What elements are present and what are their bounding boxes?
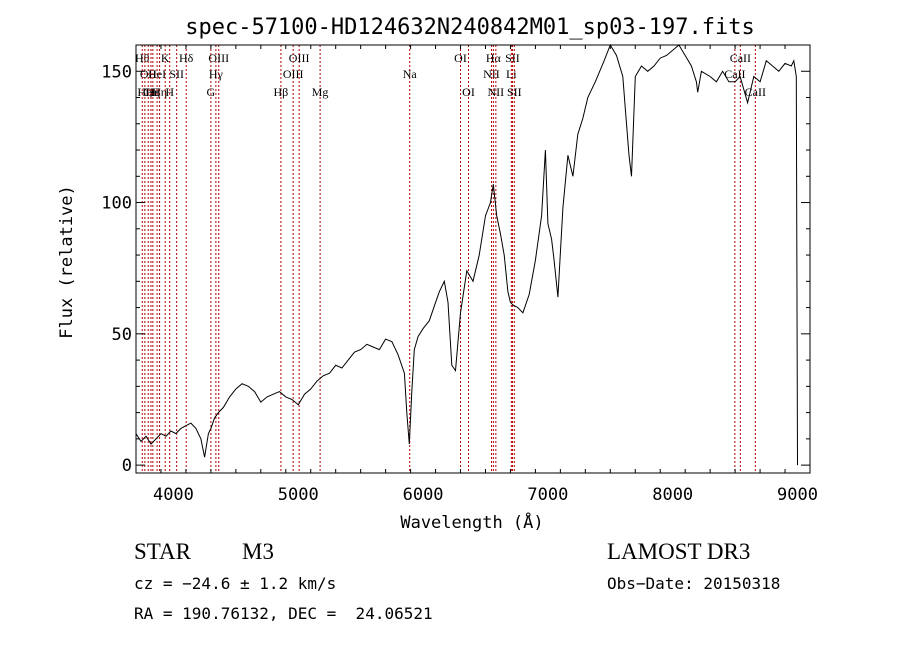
spectral-line-label: SII [507, 85, 522, 99]
flux-series-line [135, 43, 798, 466]
survey-name: LAMOST DR3 [607, 539, 751, 564]
spectral-line-label: CaII [745, 85, 766, 99]
object-class: STAR [134, 539, 191, 564]
spectral-line-label: NII [483, 67, 500, 81]
spectral-line-label: HeI [148, 67, 166, 81]
spectral-line-label: OIII [208, 51, 229, 65]
y-tick-label: 0 [122, 456, 132, 476]
y-axis-label: Flux (relative) [57, 185, 77, 339]
spectral-line-label: OI [462, 85, 475, 99]
x-axis-label: Wavelength (Å) [400, 511, 543, 533]
y-tick-label: 100 [101, 194, 132, 214]
spectral-line-label: Hη [145, 85, 160, 99]
spectral-line-label: Hγ [209, 67, 224, 81]
spectral-line-label: SII [505, 51, 520, 65]
redshift-velocity: cz = −24.6 ± 1.2 km/s [134, 574, 337, 593]
spectral-line-label: H [165, 85, 174, 99]
y-tick-label: 150 [101, 62, 132, 82]
spectral-line-label: Hβ [274, 85, 289, 99]
spectral-line-label: Hη [152, 85, 167, 99]
x-tick-label: 9000 [777, 485, 818, 505]
observation-date: Obs−Date: 20150318 [607, 574, 781, 593]
spectral-line-label: Hδ [179, 51, 194, 65]
spectral-line-label: K [161, 51, 170, 65]
x-tick-label: 8000 [652, 485, 693, 505]
spectral-line-label: Na [403, 67, 418, 81]
x-tick-label: 5000 [278, 485, 319, 505]
spectral-line-label: NII [488, 85, 505, 99]
spectral-line-label: OIII [283, 67, 304, 81]
spectral-line-label: OIII [289, 51, 310, 65]
chart-title: spec-57100-HD124632N240842M01_sp03-197.f… [185, 15, 755, 40]
spectral-line-label: Mg [312, 85, 329, 99]
object-subclass: M3 [242, 539, 274, 564]
spectral-line-label: Li [506, 67, 517, 81]
spectral-line-label: Hα [486, 51, 502, 65]
axes-layer: 4000 5000 6000 7000 8000 9000 0 50 100 150 [101, 44, 818, 505]
x-tick-label: 6000 [403, 485, 444, 505]
spectral-line-label: OI [454, 51, 467, 65]
spectral-line-label: CaII [730, 51, 751, 65]
y-tick-label: 50 [112, 325, 132, 345]
spectral-line-label: Hθ [135, 51, 150, 65]
coordinates: RA = 190.76132, DEC = 24.06521 [134, 604, 433, 623]
x-tick-label: 4000 [153, 485, 194, 505]
x-tick-label: 7000 [527, 485, 568, 505]
spectral-line-label: Hη [137, 85, 152, 99]
plot-frame [135, 44, 811, 474]
series-layer [135, 43, 798, 466]
spectral-line-label: G [207, 85, 216, 99]
spectral-line-label: CII [143, 85, 159, 99]
spectral-line-label: SII [169, 67, 184, 81]
spectral-lines-layer: HθHηOIICIIHηHeIHηKHSIIHδGHγOIIIHβOIIIOII… [135, 45, 766, 473]
